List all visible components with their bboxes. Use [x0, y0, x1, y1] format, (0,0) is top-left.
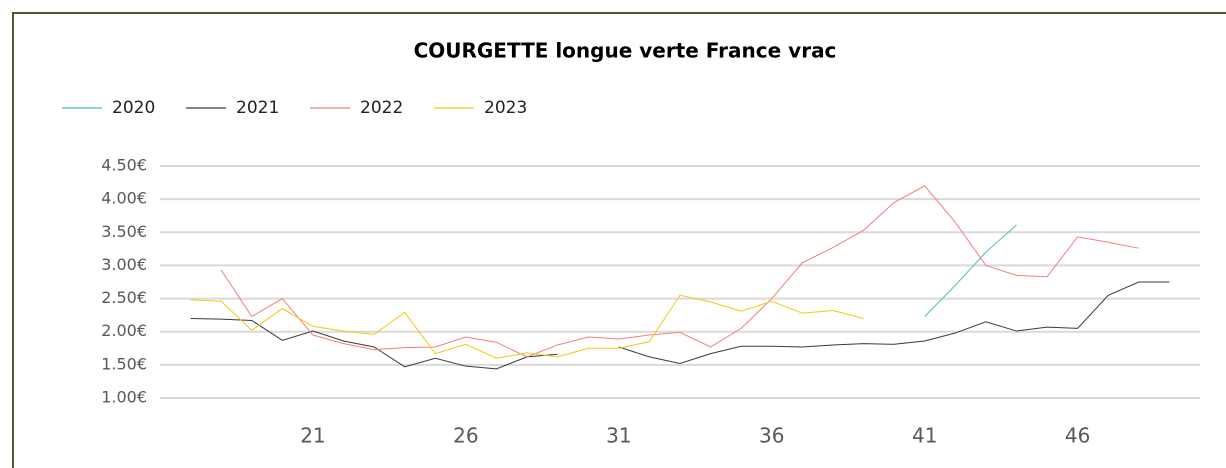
legend-label: 2023 — [484, 98, 527, 118]
y-tick-label: 4.50€ — [101, 156, 147, 175]
y-tick-label: 2.50€ — [101, 288, 147, 307]
chart-title: COURGETTE longue verte France vrac — [414, 39, 837, 63]
series-line — [220, 185, 1139, 358]
legend-label: 2021 — [236, 98, 279, 118]
series-line — [618, 281, 1170, 365]
series-line — [190, 317, 558, 370]
x-tick-label: 31 — [606, 424, 631, 448]
y-tick-label: 3.00€ — [101, 255, 147, 274]
x-tick-label: 36 — [759, 424, 784, 448]
y-tick-label: 3.50€ — [101, 222, 147, 241]
x-tick-label: 41 — [912, 424, 937, 448]
y-tick-label: 2.00€ — [101, 321, 147, 340]
series-line — [924, 224, 1017, 317]
series-line — [190, 294, 864, 359]
x-tick-label: 26 — [453, 424, 478, 448]
y-tick-label: 1.00€ — [101, 388, 147, 407]
x-tick-label: 21 — [300, 424, 325, 448]
x-tick-label: 46 — [1065, 424, 1090, 448]
y-tick-label: 1.50€ — [101, 354, 147, 373]
y-tick-label: 4.00€ — [101, 189, 147, 208]
legend-label: 2022 — [360, 98, 403, 118]
frame — [12, 12, 1226, 468]
legend-label: 2020 — [112, 98, 155, 118]
